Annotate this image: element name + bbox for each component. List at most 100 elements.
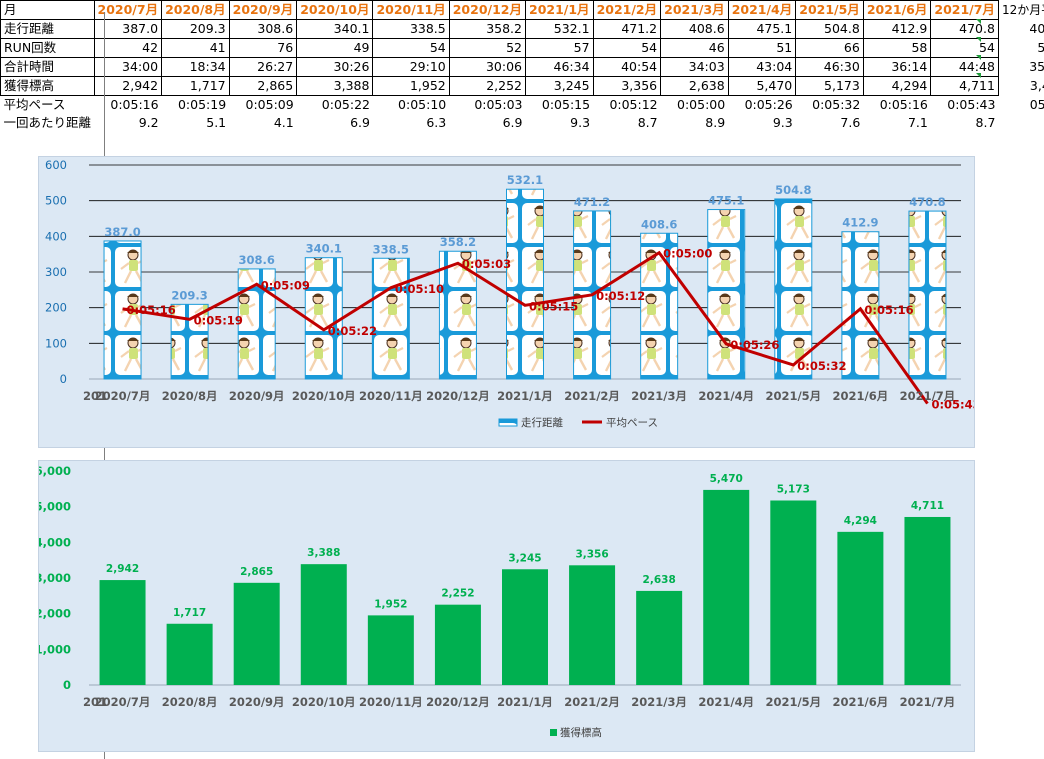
month-header[interactable]: 2020/11月 xyxy=(372,0,450,20)
table-cell[interactable]: 358.2 xyxy=(448,19,527,39)
table-cell[interactable]: 46:30 xyxy=(795,57,864,77)
table-cell[interactable]: 51 xyxy=(727,38,797,58)
corner-label[interactable]: 月 xyxy=(0,0,95,20)
table-cell[interactable]: 0:05:15 xyxy=(541,97,591,112)
table-cell[interactable]: 7.6 xyxy=(840,115,861,130)
table-cell[interactable]: 308.6 xyxy=(228,19,298,39)
row-label[interactable]: RUN回数 xyxy=(0,38,95,58)
table-cell[interactable]: 0:05:16 xyxy=(110,97,159,112)
month-header[interactable]: 2021/1月 xyxy=(525,0,594,20)
table-cell[interactable]: 504.8 xyxy=(795,19,864,39)
table-cell[interactable]: 9.2 xyxy=(138,115,159,130)
table-cell[interactable]: 54 xyxy=(372,38,450,58)
table-cell[interactable]: 43:04 xyxy=(727,57,797,77)
elevation-chart-area[interactable]: 0 1,000 2,000 3,000 4,000 5,000 6,000 2,942 1,71… xyxy=(35,460,975,752)
table-cell[interactable]: 471.2 xyxy=(592,19,662,39)
table-cell[interactable]: 9.3 xyxy=(772,115,793,130)
month-header[interactable]: 2020/12月 xyxy=(448,0,527,20)
table-cell[interactable]: 3,388 xyxy=(296,76,374,96)
table-cell[interactable]: 2,252 xyxy=(448,76,527,96)
table-cell[interactable]: 4.1 xyxy=(273,115,294,130)
table-cell[interactable]: 412.9 xyxy=(862,19,932,39)
month-header[interactable]: 2021/6月 xyxy=(862,0,932,20)
month-header[interactable]: 2021/3月 xyxy=(660,0,729,20)
avg-cell[interactable]: 3,422 xyxy=(1029,78,1044,93)
month-header[interactable]: 2020/8月 xyxy=(161,0,230,20)
table-cell[interactable]: 338.5 xyxy=(372,19,450,39)
table-cell[interactable]: 6.3 xyxy=(426,115,447,130)
table-cell[interactable]: 5.1 xyxy=(206,115,227,130)
table-cell[interactable]: 209.3 xyxy=(161,19,230,39)
table-cell[interactable]: 9.3 xyxy=(570,115,591,130)
table-cell[interactable]: 4,711 xyxy=(930,76,999,96)
month-header[interactable]: 2021/7月 xyxy=(930,0,999,20)
avg-cell[interactable]: 54.8 xyxy=(998,39,1044,58)
table-cell[interactable]: 0:05:16 xyxy=(879,97,928,112)
row-label[interactable]: 一回あたり距離 xyxy=(3,115,92,130)
table-cell[interactable]: 4,294 xyxy=(862,76,932,96)
table-cell[interactable]: 2,638 xyxy=(660,76,729,96)
table-cell[interactable]: 0:05:19 xyxy=(177,97,227,112)
table-cell[interactable]: 0:05:43 xyxy=(947,97,996,112)
table-cell[interactable]: 8.7 xyxy=(975,115,996,130)
table-cell[interactable]: 58 xyxy=(862,38,932,58)
row-label[interactable]: 獲得標高 xyxy=(0,76,95,96)
table-cell[interactable]: 46:34 xyxy=(525,57,594,77)
table-cell[interactable]: 30:26 xyxy=(296,57,374,77)
table-cell[interactable]: 54 xyxy=(592,38,662,58)
table-cell[interactable]: 52 xyxy=(448,38,527,58)
table-cell[interactable]: 6.9 xyxy=(502,115,523,130)
table-cell[interactable]: 66 xyxy=(795,38,864,58)
table-cell[interactable]: 34:03 xyxy=(660,57,729,77)
table-cell[interactable]: 0:05:03 xyxy=(474,97,523,112)
table-cell[interactable]: 8.7 xyxy=(637,115,658,130)
table-cell[interactable]: 40:54 xyxy=(592,57,662,77)
table-cell[interactable]: 44:48 xyxy=(930,57,999,77)
table-cell[interactable]: 2,865 xyxy=(228,76,298,96)
avg-cell[interactable]: 7.4 xyxy=(998,114,1044,132)
table-cell[interactable]: 54 xyxy=(930,38,999,58)
table-cell[interactable]: 41 xyxy=(161,38,230,58)
table-cell[interactable]: 5,173 xyxy=(795,76,864,96)
table-cell[interactable]: 340.1 xyxy=(296,19,374,39)
table-cell[interactable]: 532.1 xyxy=(525,19,594,39)
table-cell[interactable]: 0:05:10 xyxy=(398,97,447,112)
table-cell[interactable]: 0:05:00 xyxy=(677,97,726,112)
table-cell[interactable]: 76 xyxy=(228,38,298,58)
table-cell[interactable]: 30:06 xyxy=(448,57,527,77)
table-cell[interactable]: 57 xyxy=(525,38,594,58)
avg-header[interactable]: 12か月平均 xyxy=(1001,3,1044,17)
table-cell[interactable]: 49 xyxy=(296,38,374,58)
table-cell[interactable]: 1,952 xyxy=(372,76,450,96)
table-cell[interactable]: 29:10 xyxy=(372,57,450,77)
avg-cell[interactable]: 402.5 xyxy=(1029,21,1044,36)
table-cell[interactable]: 46 xyxy=(660,38,729,58)
table-cell[interactable]: 18:34 xyxy=(161,57,230,77)
table-cell[interactable]: 7.1 xyxy=(907,115,928,130)
row-label[interactable]: 走行距離 xyxy=(0,19,95,39)
table-cell[interactable]: 8.9 xyxy=(705,115,726,130)
table-cell[interactable]: 475.1 xyxy=(727,19,797,39)
table-cell[interactable]: 408.6 xyxy=(660,19,729,39)
table-cell[interactable]: 0:05:22 xyxy=(321,97,370,112)
month-header[interactable]: 2020/10月 xyxy=(296,0,374,20)
table-cell[interactable]: 0:05:12 xyxy=(609,97,658,112)
month-header[interactable]: 2021/2月 xyxy=(592,0,662,20)
table-cell[interactable]: 5,470 xyxy=(727,76,797,96)
row-label[interactable]: 合計時間 xyxy=(0,57,95,77)
month-header[interactable]: 2021/4月 xyxy=(727,0,797,20)
month-header[interactable]: 2020/9月 xyxy=(228,0,298,20)
table-cell[interactable]: 3,356 xyxy=(592,76,662,96)
table-cell[interactable]: 2,942 xyxy=(93,76,163,96)
month-header[interactable]: 2021/5月 xyxy=(795,0,864,20)
table-cell[interactable]: 36:14 xyxy=(862,57,932,77)
table-cell[interactable]: 1,717 xyxy=(161,76,230,96)
row-label[interactable]: 平均ペース xyxy=(3,97,66,112)
avg-cell[interactable]: 05:17 xyxy=(1029,96,1044,112)
table-cell[interactable]: 0:05:26 xyxy=(744,97,793,112)
table-cell[interactable]: 470.8 xyxy=(930,19,999,39)
table-cell[interactable]: 6.9 xyxy=(350,115,370,130)
table-cell[interactable]: 26:27 xyxy=(228,57,298,77)
table-cell[interactable]: 0:05:32 xyxy=(812,97,861,112)
avg-cell[interactable]: 35:34 xyxy=(1029,59,1044,74)
